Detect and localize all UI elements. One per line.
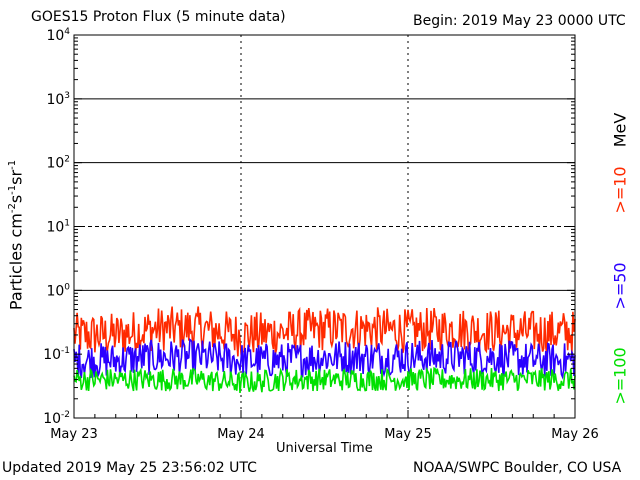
y-tick-label: 101 [46, 219, 70, 236]
y-tick-label: 104 [46, 27, 70, 44]
y-tick-label: 100 [46, 282, 70, 299]
x-tick-label: May 26 [551, 427, 599, 442]
x-tick-label: May 24 [217, 427, 265, 442]
y-tick-label: 10-2 [43, 410, 70, 427]
begin-time: Begin: 2019 May 23 0000 UTC [413, 13, 626, 29]
updated-timestamp: Updated 2019 May 25 23:56:02 UTC [2, 460, 257, 476]
legend-ge10: >=10 [610, 166, 630, 214]
series-line [73, 366, 576, 393]
y-tick-label: 10-1 [43, 346, 70, 363]
credit-text: NOAA/SWPC Boulder, CO USA [413, 460, 622, 476]
x-tick-label: May 23 [50, 427, 98, 442]
x-tick-label: May 25 [384, 427, 432, 442]
x-axis-label: Universal Time [276, 441, 373, 456]
y-axis-label: Particles cm-2s-1sr-1 [6, 159, 26, 311]
y-tick-label: 103 [46, 91, 70, 108]
legend-ge50: >=50 [610, 262, 630, 310]
legend-ge100: >=100 [610, 347, 630, 405]
series-line [73, 306, 576, 357]
legend-unit-mev: MeV [610, 112, 630, 148]
y-tick-label: 102 [46, 155, 70, 172]
series-line [73, 338, 576, 380]
chart-title: GOES15 Proton Flux (5 minute data) [31, 9, 286, 25]
